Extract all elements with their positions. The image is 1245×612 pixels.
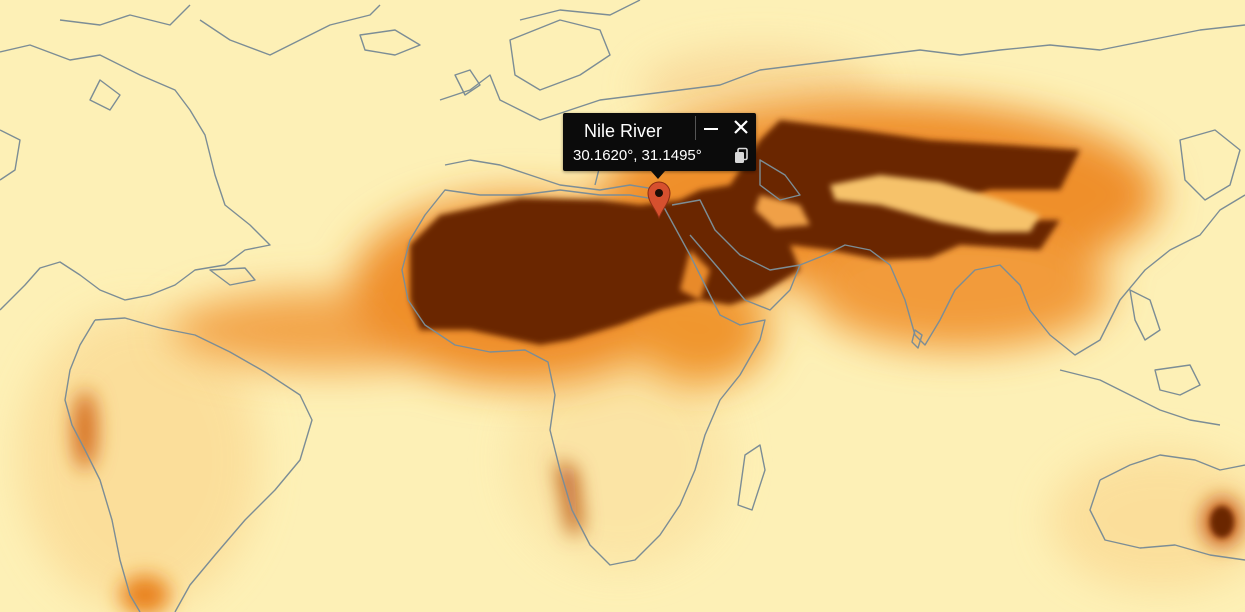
close-icon xyxy=(734,120,748,134)
dust-gaps xyxy=(680,175,1040,300)
copy-icon xyxy=(735,147,748,163)
high-dust-region xyxy=(410,120,1234,538)
popup-coordinates: 30.1620°, 31.1495° xyxy=(573,147,702,164)
location-popup: Nile River 30.1620°, 31.1495° xyxy=(563,113,756,179)
popup-pointer xyxy=(651,171,665,179)
map-pin-marker[interactable] xyxy=(645,180,673,220)
minimize-icon xyxy=(704,128,718,130)
minimize-button[interactable] xyxy=(697,116,725,140)
close-button[interactable] xyxy=(727,116,755,140)
popup-title-divider xyxy=(695,116,696,140)
popup-title: Nile River xyxy=(584,121,663,141)
map-pin-icon xyxy=(647,181,671,220)
copy-coordinates-button[interactable] xyxy=(733,147,749,165)
